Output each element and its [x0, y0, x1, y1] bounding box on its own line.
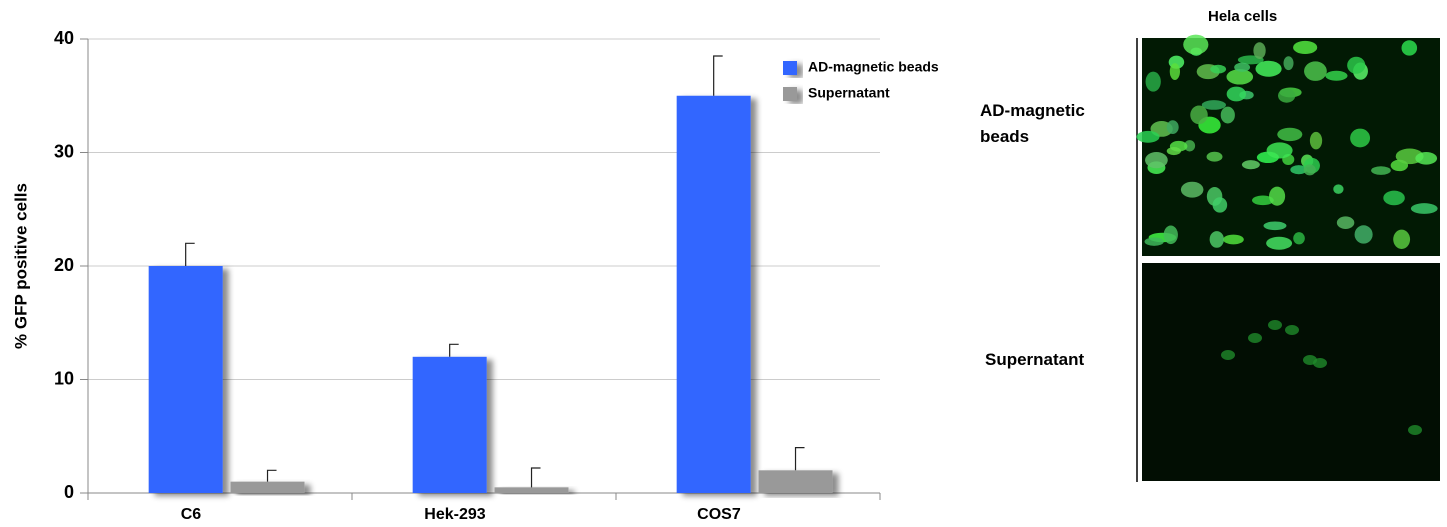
- cell: [1145, 237, 1164, 245]
- error-bar: [450, 344, 459, 356]
- cell: [1371, 166, 1391, 175]
- cell: [1167, 120, 1179, 134]
- error-bar: [714, 56, 723, 96]
- cell: [1227, 87, 1246, 102]
- micrograph-supernatant: [1142, 263, 1440, 481]
- cell: [1136, 131, 1159, 143]
- bar: [413, 357, 487, 493]
- bar: [231, 482, 305, 493]
- cell: [1337, 216, 1354, 229]
- cell: [1223, 235, 1244, 245]
- bar: [677, 96, 751, 493]
- cell: [1170, 63, 1180, 80]
- cell: [1304, 164, 1316, 175]
- cell: [1277, 128, 1302, 141]
- cell: [1221, 107, 1235, 124]
- cell: [1310, 132, 1322, 150]
- panel-title: Hela cells: [1208, 8, 1277, 25]
- cell: [1167, 147, 1181, 155]
- cell: [1304, 61, 1327, 81]
- cell: [1415, 152, 1437, 165]
- error-bar: [532, 468, 541, 487]
- cell: [1268, 320, 1282, 330]
- cell: [1284, 56, 1294, 70]
- cell: [1355, 225, 1373, 243]
- x-tick-label: C6: [181, 506, 202, 523]
- cell: [1293, 232, 1305, 244]
- cell: [1267, 142, 1293, 158]
- cell: [1145, 152, 1168, 168]
- row-label: Supernatant: [985, 350, 1084, 370]
- cell: [1248, 333, 1262, 343]
- error-bar: [186, 243, 195, 266]
- page: % GFP positive cells 0 10 20 30 40 C6 Hek-293 C…: [0, 0, 1447, 527]
- y-tick-label: 0: [64, 482, 74, 502]
- cell: [1411, 203, 1438, 214]
- bar: [759, 470, 833, 493]
- cell: [1266, 237, 1292, 250]
- cell: [1242, 160, 1260, 169]
- legend-swatch: [783, 87, 797, 101]
- y-tick-label: 30: [54, 141, 74, 161]
- bar: [495, 487, 569, 493]
- legend-swatch: [783, 61, 797, 75]
- cell: [1269, 187, 1285, 206]
- cell: [1202, 100, 1226, 110]
- cell: [1255, 61, 1281, 77]
- cell: [1313, 358, 1327, 368]
- cell: [1213, 197, 1228, 212]
- cell: [1207, 152, 1223, 162]
- bar: [149, 266, 223, 493]
- cell: [1278, 89, 1295, 103]
- cell: [1234, 63, 1250, 72]
- cell: [1285, 325, 1299, 335]
- cell: [1263, 221, 1286, 230]
- legend-label: Supernatant: [808, 85, 890, 101]
- cell: [1333, 184, 1343, 194]
- row-label: AD-magnetic beads: [980, 98, 1110, 150]
- cell: [1190, 106, 1208, 125]
- cell: [1293, 41, 1317, 54]
- error-bar: [796, 448, 805, 471]
- cell: [1383, 191, 1405, 206]
- cell: [1402, 40, 1418, 55]
- cell: [1325, 71, 1347, 81]
- legend-label: AD-magnetic beads: [808, 59, 939, 75]
- cell: [1164, 226, 1178, 245]
- y-tick-label: 40: [54, 28, 74, 48]
- cell: [1183, 35, 1208, 55]
- error-bar: [268, 470, 277, 481]
- cell: [1350, 129, 1370, 148]
- y-axis-label: % GFP positive cells: [11, 183, 30, 349]
- cell: [1408, 425, 1422, 435]
- cell: [1210, 65, 1226, 74]
- cell: [1181, 182, 1204, 198]
- cell: [1347, 57, 1365, 74]
- chart: % GFP positive cells 0 10 20 30 40 C6 Hek-293 C…: [0, 0, 1447, 527]
- x-tick-label: COS7: [697, 506, 741, 523]
- cell: [1146, 72, 1161, 92]
- y-tick-label: 20: [54, 255, 74, 275]
- y-tick-label: 10: [54, 368, 74, 388]
- cell: [1393, 230, 1410, 249]
- cell: [1253, 42, 1265, 59]
- cell: [1221, 350, 1235, 360]
- x-tick-label: Hek-293: [424, 506, 485, 523]
- cell: [1210, 231, 1224, 248]
